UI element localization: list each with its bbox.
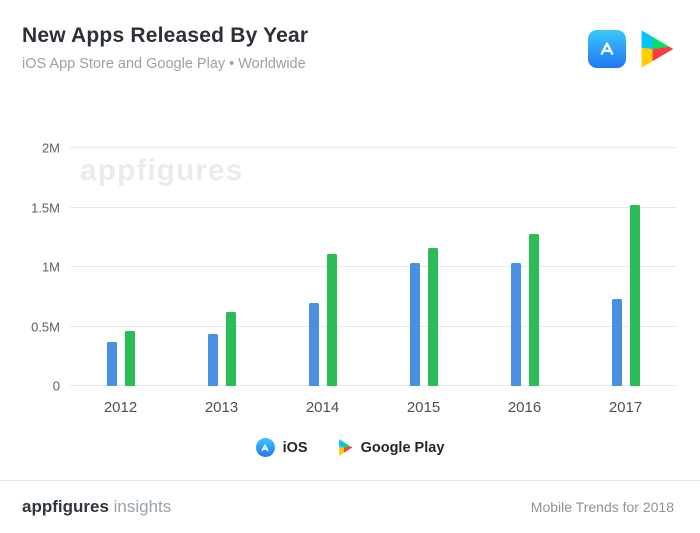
ios-bar (308, 302, 319, 386)
gridline (70, 385, 676, 386)
bar-group: 2015 (373, 148, 474, 416)
x-axis-label: 2015 (406, 399, 441, 416)
gridline (70, 266, 676, 267)
legend-label-ios: iOS (282, 439, 308, 456)
footer: appfigures insights Mobile Trends for 20… (0, 480, 700, 533)
x-axis-label: 2014 (305, 399, 340, 416)
ios-bar (106, 341, 117, 386)
google-play-bar (225, 312, 236, 386)
gridline (70, 147, 676, 148)
google-play-bar (326, 253, 337, 386)
x-axis-label: 2016 (507, 399, 542, 416)
watermark: appfigures (80, 154, 244, 187)
google-play-bar (124, 331, 135, 386)
brand: appfigures insights (22, 497, 171, 517)
ios-bar (611, 299, 622, 386)
legend-label-google-play: Google Play (360, 439, 445, 456)
brand-name: appfigures (22, 497, 109, 516)
bar-plot: 2012 2013 2014 2015 2016 2017 0 0.5M 1M 1.5M 2M (31, 141, 676, 416)
header-text: New Apps Released By Year iOS App Store … (22, 24, 308, 72)
bar-group: 2017 (575, 148, 676, 416)
y-axis-tick-label: 0 (52, 378, 60, 394)
header: New Apps Released By Year iOS App Store … (0, 0, 700, 72)
google-play-bar (427, 247, 438, 386)
brand-suffix: insights (113, 497, 172, 516)
y-axis-tick-label: 1M (41, 259, 60, 275)
x-axis-label: 2017 (608, 399, 643, 416)
google-play-icon (641, 30, 674, 68)
bar-group: 2016 (474, 148, 575, 416)
ios-bar (207, 333, 218, 386)
google-play-bar (629, 205, 640, 386)
bar-chart: appfigures 2012 2013 2014 2015 2016 2017 0 0.5… (22, 116, 676, 416)
y-axis-tick-label: 2M (41, 140, 60, 156)
page-title: New Apps Released By Year (22, 24, 309, 47)
google-play-bar (528, 233, 539, 386)
ios-bar (510, 263, 521, 386)
page-subtitle: iOS App Store and Google Play • Worldwid… (22, 56, 306, 72)
app-store-icon (588, 30, 626, 68)
store-icons (588, 30, 674, 68)
gridline (70, 206, 676, 208)
y-axis-tick-label: 0.5M (31, 319, 60, 334)
bar-group: 2013 (171, 148, 272, 416)
gridline (70, 325, 676, 327)
bar-group: 2014 (272, 148, 373, 416)
legend-item-ios: iOS (255, 438, 308, 457)
x-axis-label: 2012 (103, 399, 138, 416)
chart-legend: iOS Google Play (0, 438, 700, 457)
app-store-icon (255, 438, 275, 457)
ios-bar (409, 263, 420, 386)
footer-note: Mobile Trends for 2018 (530, 499, 674, 515)
bar-groups: 2012 2013 2014 2015 2016 2017 (70, 148, 676, 416)
google-play-icon (339, 439, 353, 456)
x-axis-label: 2013 (204, 399, 239, 416)
y-axis-tick-label: 1.5M (31, 200, 60, 215)
legend-item-google-play: Google Play (338, 439, 445, 456)
bar-group: 2012 (70, 148, 171, 416)
